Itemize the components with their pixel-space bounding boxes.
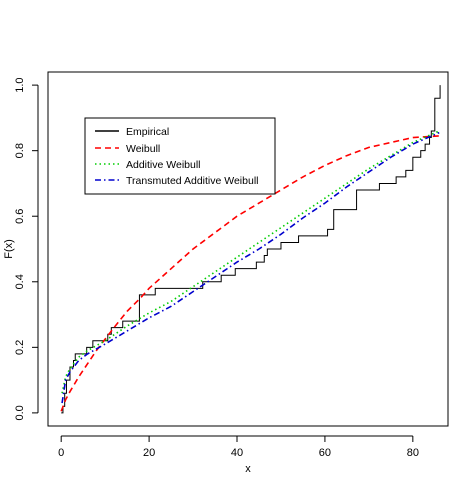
y-tick-label: 0.2 (14, 340, 26, 355)
series-line-additive-weibull (61, 130, 440, 394)
y-tick-label: 0.8 (14, 143, 26, 158)
legend-label-additive-weibull: Additive Weibull (126, 159, 201, 171)
plot-frame (47, 71, 449, 427)
y-tick-label: 0.0 (14, 405, 26, 420)
legend-box (84, 117, 276, 195)
x-tick-label: 0 (58, 447, 64, 459)
x-tick-label: 80 (407, 447, 419, 459)
legend-label-weibull: Weibull (126, 143, 160, 155)
series-line-transmuted-additive-weibull (61, 131, 440, 404)
legend-label-transmuted-additive-weibull: Transmuted Additive Weibull (126, 175, 258, 187)
x-axis-title: x (245, 463, 251, 475)
series-line-empirical (61, 85, 441, 414)
legend: Empirical Weibull Additive Weibull Trans… (84, 117, 276, 195)
y-tick-label: 1.0 (14, 77, 26, 92)
y-tick-label: 0.4 (14, 274, 26, 289)
x-tick-label: 40 (231, 447, 243, 459)
y-tick-label: 0.6 (14, 209, 26, 224)
x-tick-label: 20 (143, 447, 155, 459)
legend-label-empirical: Empirical (126, 126, 169, 138)
x-tick-label: 60 (319, 447, 331, 459)
series-lines (60, 85, 441, 414)
series-line-weibull (60, 135, 440, 412)
y-axis-title: F(x) (3, 239, 15, 259)
axes: 0 20 40 60 80 0.0 0.2 0.4 0.6 0.8 1.0 (14, 77, 419, 459)
